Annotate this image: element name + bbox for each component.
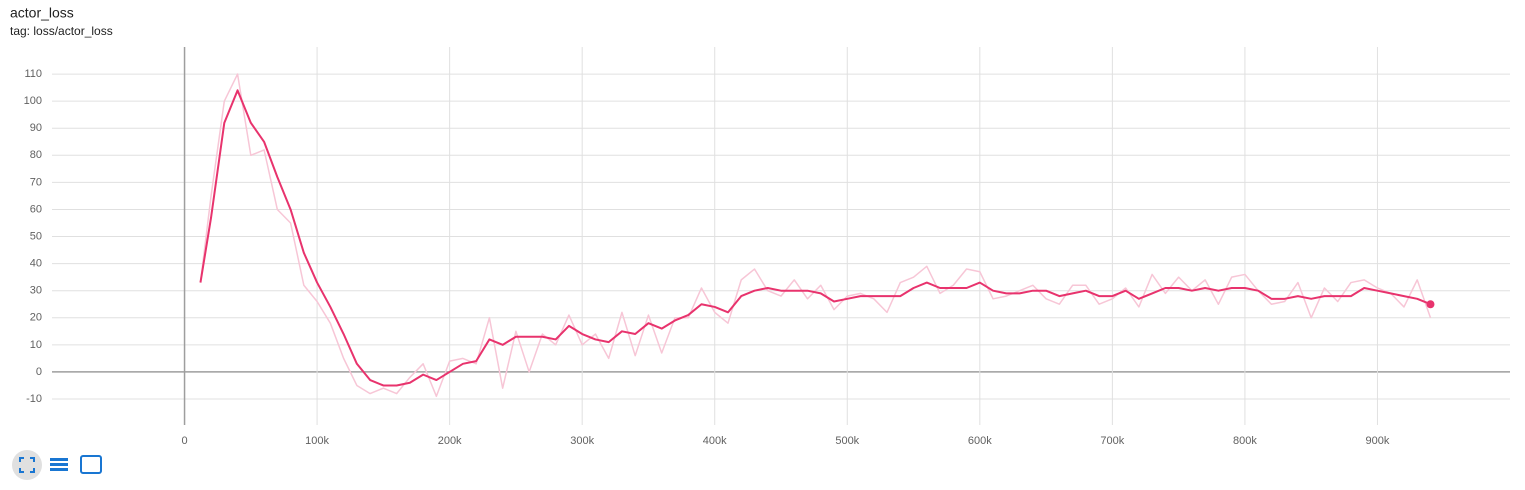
y-tick-label: 60: [30, 203, 42, 215]
series-line: [199, 89, 1431, 387]
y-tick-label: 40: [30, 258, 42, 270]
y-tick-label: 30: [30, 285, 42, 297]
x-tick-label: 400k: [703, 435, 727, 447]
fit-icon: [19, 457, 35, 473]
x-tick-label: 900k: [1366, 435, 1390, 447]
chart-title: actor_loss: [10, 5, 74, 21]
y-tick-label: 50: [30, 230, 42, 242]
y-tick-label: 90: [30, 122, 42, 134]
x-tick-label: 200k: [438, 435, 462, 447]
fit-button[interactable]: [12, 450, 42, 480]
x-tick-label: 600k: [968, 435, 992, 447]
x-tick-label: 700k: [1100, 435, 1124, 447]
toolbar: [12, 450, 102, 480]
series-line: [199, 73, 1432, 398]
y-tick-label: -10: [26, 393, 42, 405]
x-tick-label: 800k: [1233, 435, 1257, 447]
chart-subtitle: tag: loss/actor_loss: [10, 24, 113, 38]
x-tick-label: 500k: [835, 435, 859, 447]
y-tick-label: 110: [24, 68, 42, 80]
end-point: [1426, 300, 1435, 309]
y-tick-label: 20: [30, 312, 42, 324]
y-tick-label: 100: [24, 95, 42, 107]
zoom-button[interactable]: [80, 455, 102, 474]
x-tick-label: 0: [181, 435, 187, 447]
y-tick-label: 10: [30, 339, 42, 351]
x-tick-label: 300k: [570, 435, 594, 447]
y-tick-label: 70: [30, 176, 42, 188]
log-button[interactable]: [50, 458, 68, 471]
y-tick-label: 80: [30, 149, 42, 161]
y-tick-label: 0: [36, 366, 42, 378]
x-tick-label: 100k: [305, 435, 329, 447]
